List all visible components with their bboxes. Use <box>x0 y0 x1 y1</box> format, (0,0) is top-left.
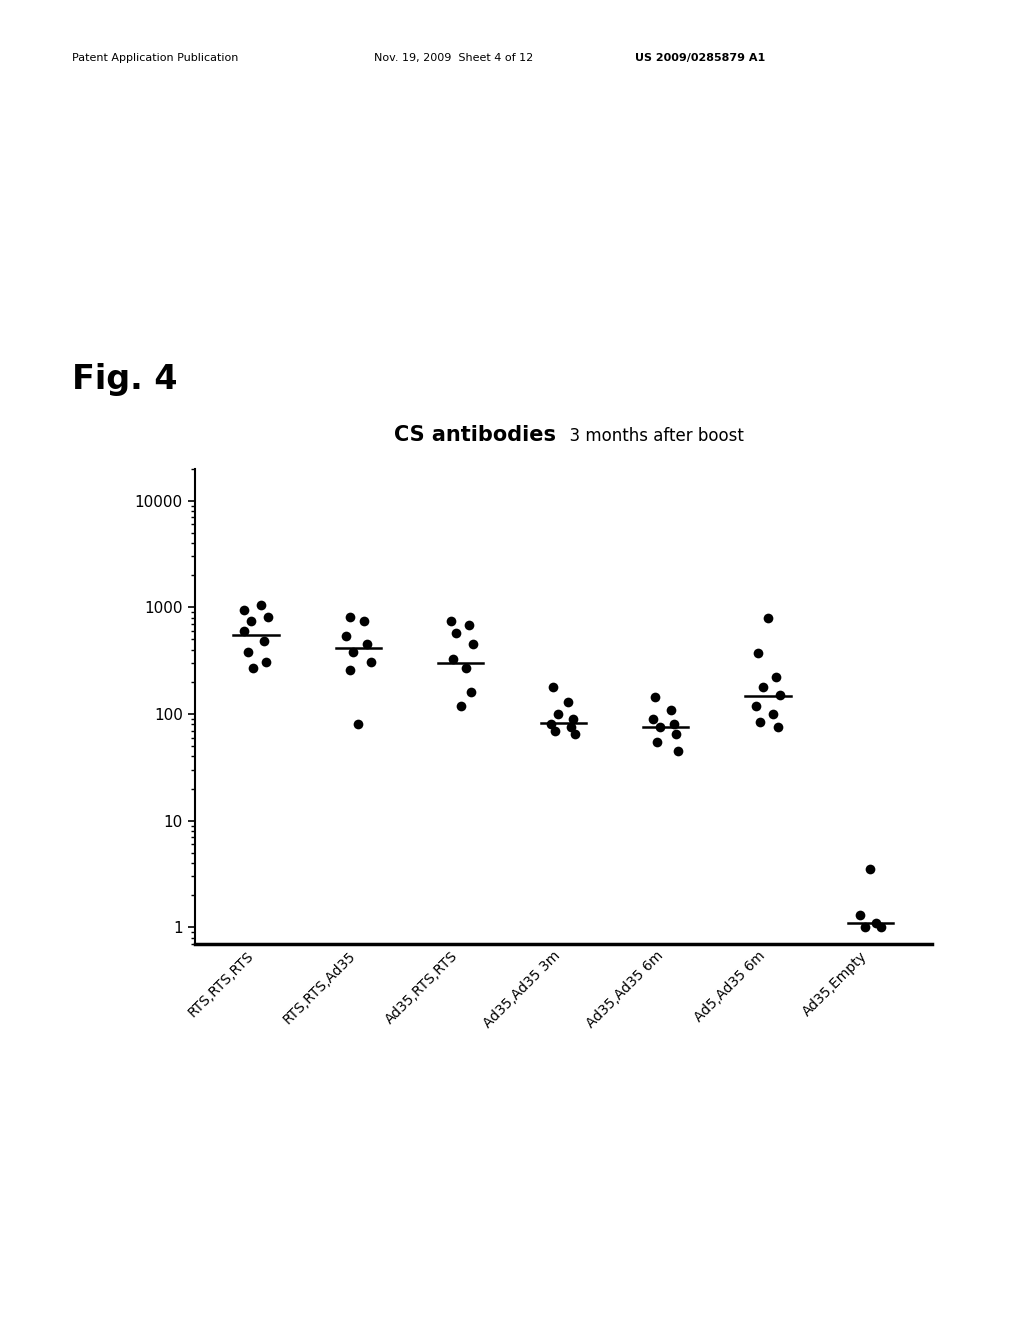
Text: CS antibodies: CS antibodies <box>393 425 556 445</box>
Text: 3 months after boost: 3 months after boost <box>559 426 744 445</box>
Text: Nov. 19, 2009  Sheet 4 of 12: Nov. 19, 2009 Sheet 4 of 12 <box>374 53 534 63</box>
Text: Patent Application Publication: Patent Application Publication <box>72 53 238 63</box>
Text: Fig. 4: Fig. 4 <box>72 363 177 396</box>
Text: US 2009/0285879 A1: US 2009/0285879 A1 <box>635 53 765 63</box>
